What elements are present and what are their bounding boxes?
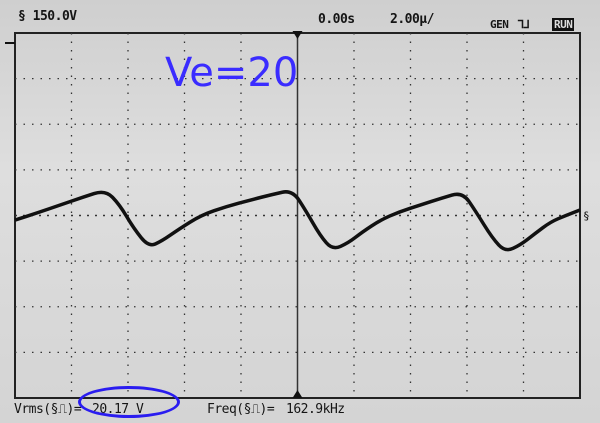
channel-scale: § 150.0V: [18, 9, 77, 24]
channel-ground-marker: §: [583, 210, 590, 223]
handwritten-annotation: Ve=20: [165, 50, 299, 96]
trigger-position-marker-bottom: [292, 390, 303, 398]
trigger-mode: GEN: [490, 18, 509, 31]
freq-label: Freq(§⎍)=: [207, 402, 275, 417]
freq-value: 162.9kHz: [286, 402, 345, 417]
trigger-symbol-icon: ⅂⅃: [518, 18, 530, 31]
time-scale: 2.00µ/: [390, 12, 434, 27]
vrms-label: Vrms(§⎍)=: [14, 402, 82, 417]
waveform-trace: [14, 190, 581, 252]
highlight-ellipse: [78, 386, 180, 418]
trigger-time: 0.00s: [318, 12, 355, 27]
trigger-position-marker: [292, 31, 303, 39]
run-status: RUN: [552, 18, 575, 31]
